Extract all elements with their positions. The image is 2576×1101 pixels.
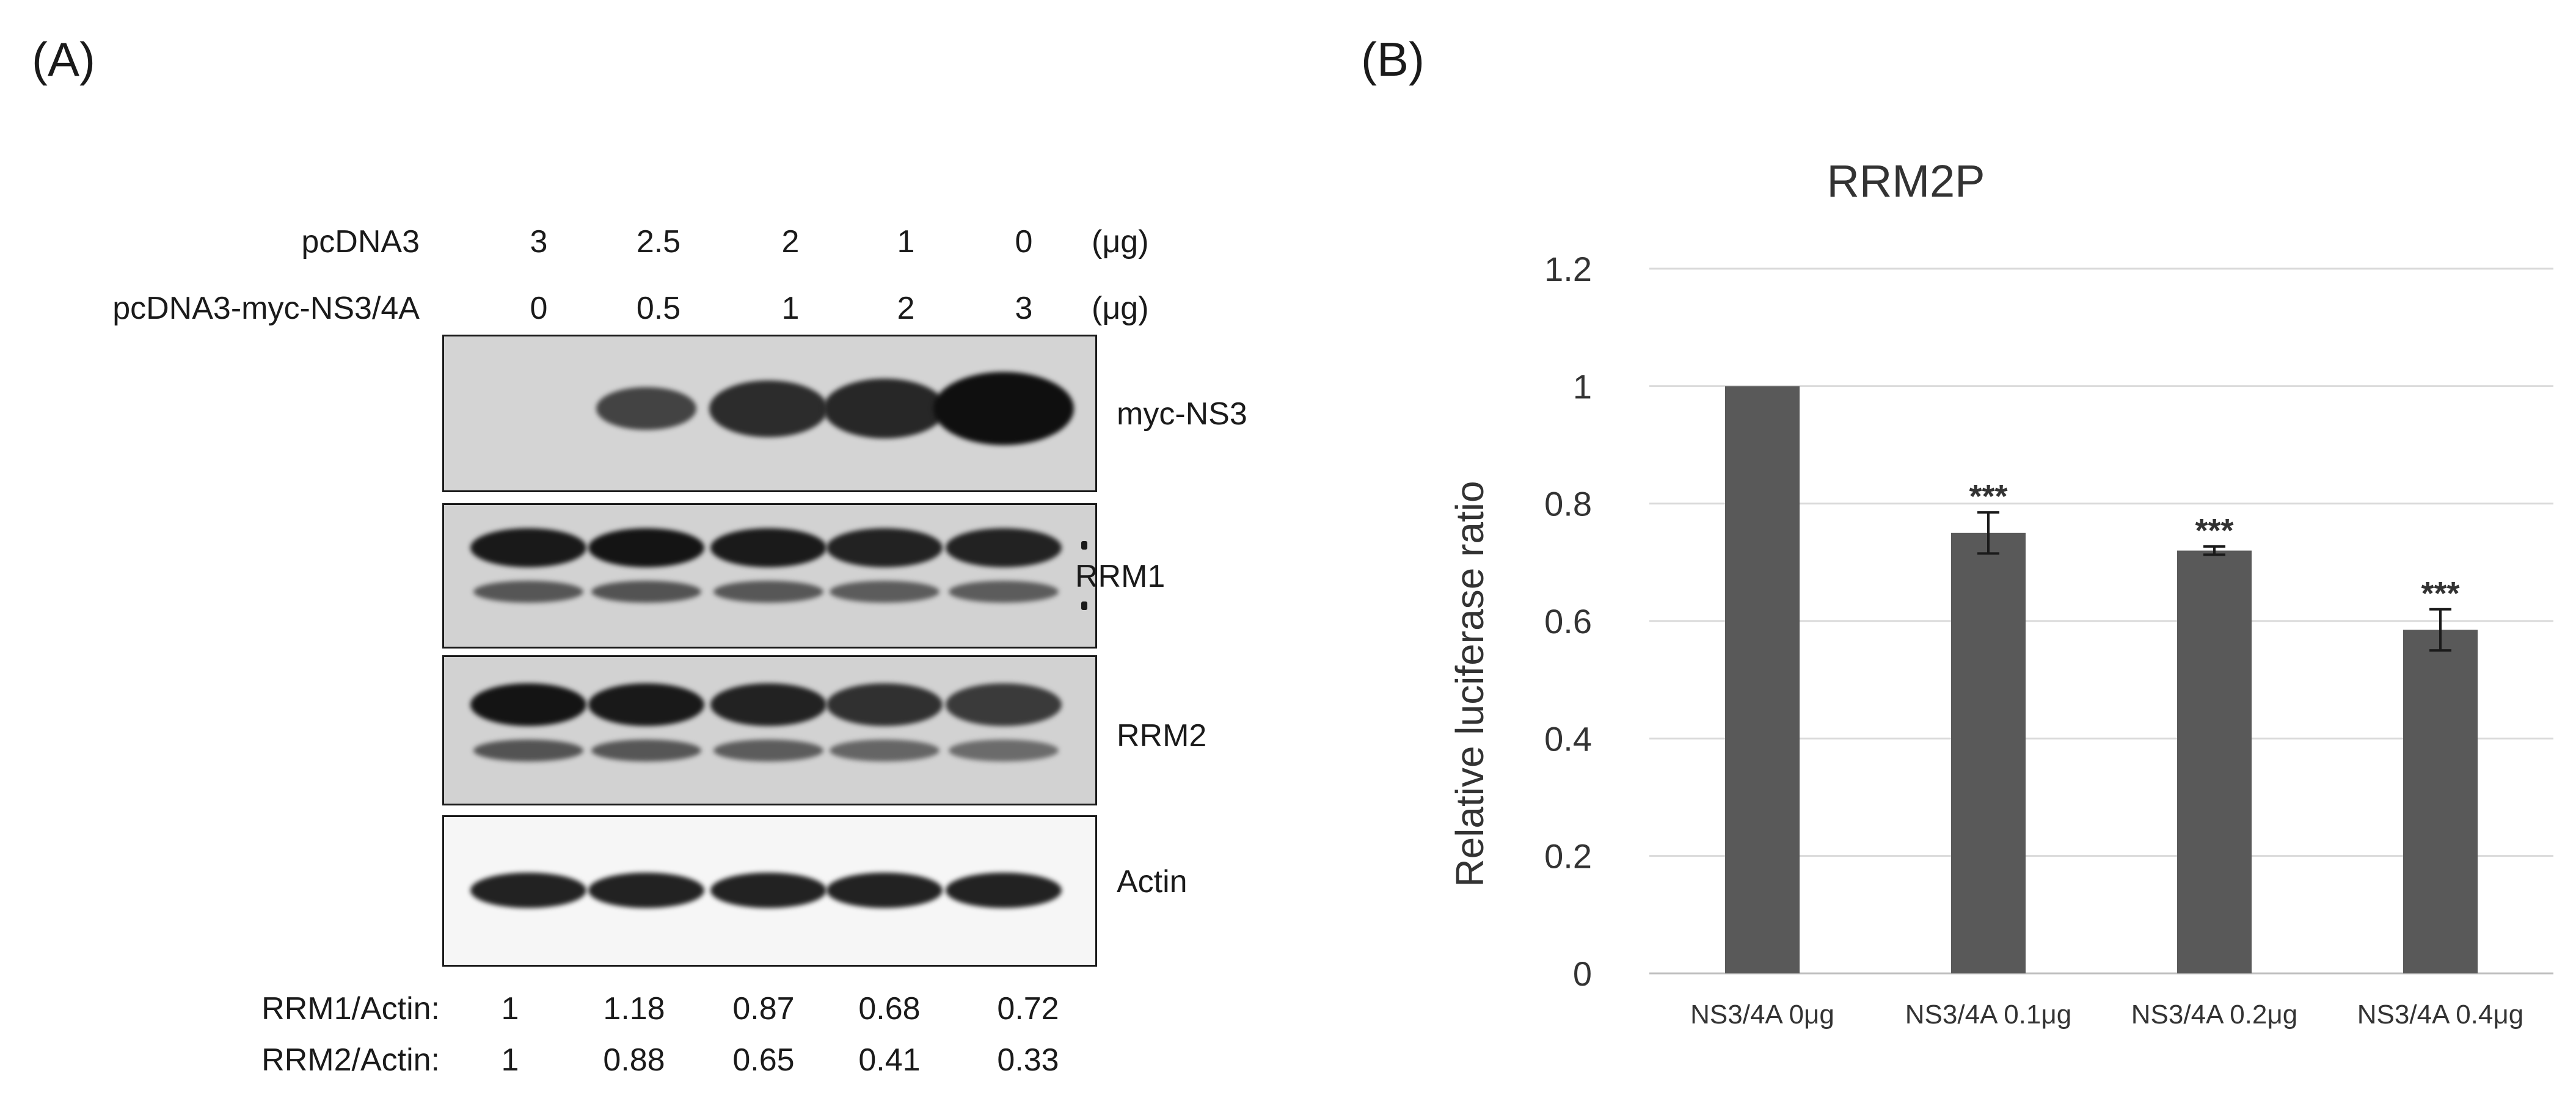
pcdna3-value-lane5: 0 (1015, 224, 1033, 260)
band-actin-lane4 (826, 873, 943, 908)
bar (1951, 532, 2026, 973)
band-rrm1-lower-lane5 (949, 581, 1059, 603)
blot-rrm2 (442, 655, 1097, 805)
x-tick-label: NS3/4A 0.4μg (2357, 1000, 2523, 1030)
rrm1-ratio-lane4: 0.68 (858, 991, 921, 1027)
pcdna3-value-lane2: 2.5 (636, 224, 681, 260)
band-rrm2-lane3 (710, 683, 826, 726)
bar (2403, 630, 2478, 973)
band-myc-ns3-lane3 (709, 380, 828, 437)
x-tick-label: NS3/4A 0.1μg (1905, 1000, 2071, 1030)
pcdna3-row-label: pcDNA3 (301, 224, 420, 260)
ns3-unit: (μg) (1092, 291, 1149, 326)
band-rrm2-lower-lane2 (591, 739, 701, 761)
pcdna3-value-lane3: 2 (781, 224, 800, 260)
rrm1-ratio-lane3: 0.87 (732, 991, 795, 1027)
rrm2-ratio-lane2: 0.88 (603, 1042, 665, 1078)
rrm2-ratio-lane4: 0.41 (858, 1042, 921, 1078)
y-tick-label: 0.4 (1544, 719, 1592, 758)
band-rrm1-lower-lane4 (830, 581, 940, 603)
blot-rrm1 (442, 503, 1097, 649)
band-rrm1-lower-lane1 (473, 581, 583, 603)
band-rrm2-lower-lane5 (949, 739, 1059, 761)
panel-a-label: (A) (32, 32, 95, 86)
band-rrm1-lane2 (588, 528, 704, 567)
pcdna3-unit: (μg) (1092, 224, 1149, 260)
ns3-value-lane5: 3 (1015, 291, 1033, 326)
band-actin-lane1 (470, 873, 586, 908)
marker-tick-top (1081, 541, 1087, 550)
bar (2177, 550, 2252, 973)
y-axis-label: Relative luciferase ratio (1448, 481, 1492, 887)
x-tick-label: NS3/4A 0μg (1690, 1000, 1834, 1030)
ns3-plasmid-row-label: pcDNA3-myc-NS3/4A (112, 291, 420, 326)
blot-myc-ns3 (442, 335, 1097, 492)
rrm2-ratio-lane1: 1 (501, 1042, 519, 1078)
rrm1-ratio-lane5: 0.72 (997, 991, 1059, 1027)
band-rrm1-lane4 (826, 528, 943, 567)
blot-actin (442, 815, 1097, 967)
band-rrm1-lower-lane2 (591, 581, 701, 603)
ns3-value-lane1: 0 (530, 291, 548, 326)
significance-marker: *** (1969, 478, 2007, 515)
significance-marker: *** (2421, 575, 2459, 612)
rrm2-ratio-lane3: 0.65 (732, 1042, 795, 1078)
y-tick-label: 1.2 (1544, 250, 1592, 288)
band-myc-ns3-lane5 (933, 372, 1074, 445)
y-tick-label: 0.8 (1544, 485, 1592, 523)
band-rrm2-lower-lane3 (713, 739, 823, 761)
y-tick-label: 0.2 (1544, 837, 1592, 876)
blot-label-rrm1: RRM1 (1075, 559, 1166, 594)
y-tick-label: 0 (1573, 954, 1592, 993)
pcdna3-value-lane4: 1 (897, 224, 915, 260)
band-rrm1-lower-lane3 (713, 581, 823, 603)
band-rrm2-lane5 (946, 683, 1062, 726)
blot-label-actin: Actin (1117, 864, 1188, 899)
band-actin-lane2 (588, 873, 704, 908)
marker-tick-bottom (1081, 601, 1087, 610)
band-rrm2-lane4 (826, 683, 943, 726)
band-actin-lane5 (946, 873, 1062, 908)
band-rrm1-lane1 (470, 528, 586, 567)
x-tick-label: NS3/4A 0.2μg (2131, 1000, 2297, 1030)
band-rrm1-lane3 (710, 528, 826, 567)
band-rrm2-lane1 (470, 683, 586, 726)
rrm2-ratio-label: RRM2/Actin: (261, 1042, 440, 1078)
panel-b-label: (B) (1361, 32, 1425, 86)
ns3-value-lane3: 1 (781, 291, 800, 326)
y-tick-label: 1 (1573, 367, 1592, 405)
chart-title: RRM2P (1826, 156, 1985, 206)
pcdna3-value-lane1: 3 (530, 224, 548, 260)
ns3-value-lane2: 0.5 (636, 291, 681, 326)
significance-marker: *** (2195, 512, 2233, 549)
band-rrm2-lower-lane4 (830, 739, 940, 761)
rrm2-ratio-lane5: 0.33 (997, 1042, 1059, 1078)
band-rrm2-lane2 (588, 683, 704, 726)
band-rrm2-lower-lane1 (473, 739, 583, 761)
band-actin-lane3 (710, 873, 826, 908)
y-tick-label: 0.6 (1544, 602, 1592, 641)
blot-label-rrm2: RRM2 (1117, 718, 1207, 754)
rrm1-ratio-lane1: 1 (501, 991, 519, 1027)
blot-label-myc-ns3: myc-NS3 (1117, 396, 1247, 432)
bar (1725, 386, 1800, 973)
band-rrm1-lane5 (946, 528, 1062, 567)
ns3-value-lane4: 2 (897, 291, 915, 326)
band-myc-ns3-lane4 (823, 379, 946, 438)
band-myc-ns3-lane2 (596, 387, 696, 431)
rrm1-ratio-label: RRM1/Actin: (261, 991, 440, 1027)
rrm1-ratio-lane2: 1.18 (603, 991, 665, 1027)
